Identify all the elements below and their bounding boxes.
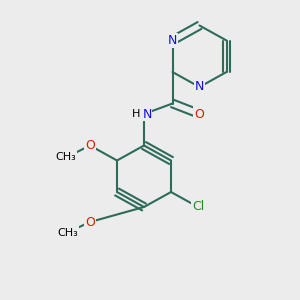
Text: O: O <box>85 215 95 229</box>
Text: O: O <box>195 107 204 121</box>
Text: N: N <box>142 107 152 121</box>
Text: CH₃: CH₃ <box>57 227 78 238</box>
Text: Cl: Cl <box>192 200 204 214</box>
Text: N: N <box>168 34 177 47</box>
Text: H: H <box>132 109 141 119</box>
Text: CH₃: CH₃ <box>56 152 76 163</box>
Text: O: O <box>85 139 95 152</box>
Text: N: N <box>195 80 204 94</box>
